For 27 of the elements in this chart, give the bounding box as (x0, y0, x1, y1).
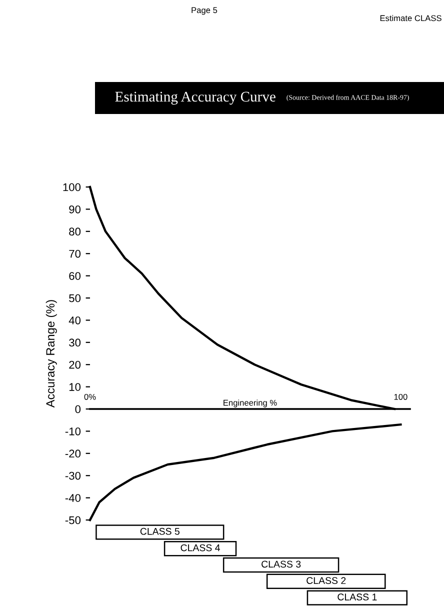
y-tick-label: 90 (69, 205, 81, 214)
chart-title: Estimating Accuracy Curve (115, 92, 276, 105)
text: Estimate CLASS (380, 15, 442, 22)
y-tick-label: CLASS 4 (180, 544, 220, 552)
y-tick-label: 80 (69, 228, 81, 236)
text: Page 5 (192, 7, 218, 15)
y-tick-label: CLASS 1 (338, 594, 377, 600)
y-axis-title: Accuracy Range (%) (46, 300, 57, 408)
y-tick-label: CLASS 5 (140, 528, 180, 535)
y-tick-label: 0 (75, 405, 81, 414)
y-tick-label: 40 (68, 316, 81, 324)
y-tick-label: CLASS 3 (262, 560, 301, 568)
y-tick-label: 50 (69, 294, 81, 302)
y-tick-label: -10 (65, 427, 81, 436)
x-axis-title: Engineering % (224, 400, 277, 408)
y-tick-label: 70 (69, 250, 81, 258)
x-tick-label: 0% (84, 394, 96, 400)
y-tick-label: 10 (69, 383, 81, 391)
y-tick-label: -30 (65, 472, 81, 480)
y-tick-label: 20 (69, 360, 81, 369)
y-tick-label: -50 (65, 516, 81, 524)
y-tick-label: 100 (63, 183, 81, 192)
y-tick-label: 30 (69, 338, 81, 347)
y-tick-label: -20 (65, 450, 81, 458)
y-tick-label: -40 (65, 494, 81, 502)
y-tick-label: 60 (69, 272, 81, 280)
y-tick-label: CLASS 2 (306, 577, 346, 584)
